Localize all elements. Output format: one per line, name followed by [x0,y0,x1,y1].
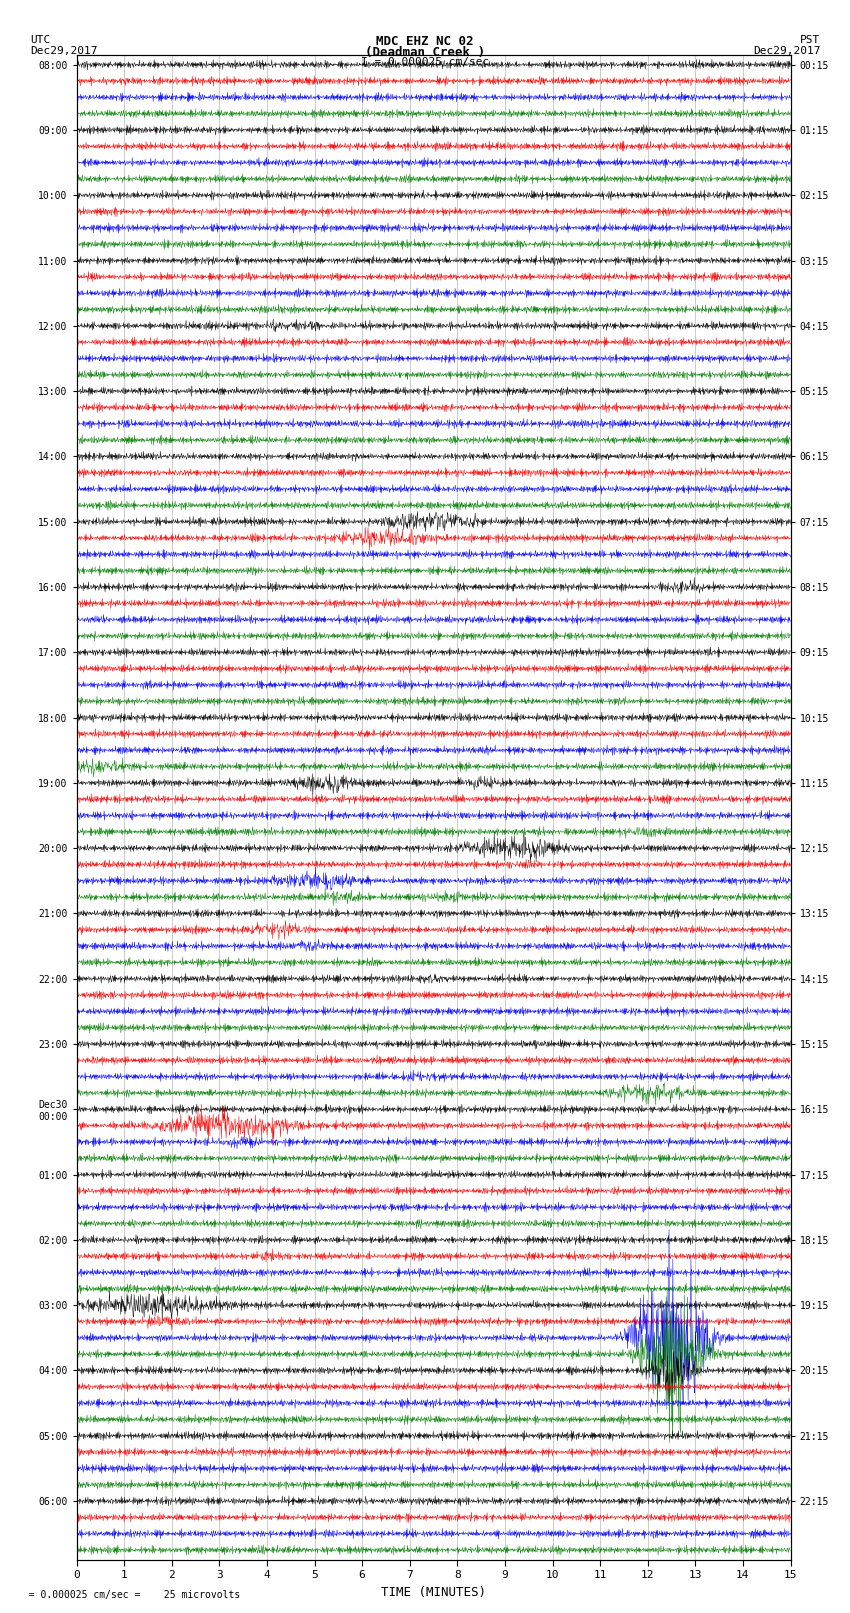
X-axis label: TIME (MINUTES): TIME (MINUTES) [381,1586,486,1598]
Text: UTC
Dec29,2017: UTC Dec29,2017 [30,35,97,56]
Text: (Deadman Creek ): (Deadman Creek ) [365,45,485,60]
Text: = 0.000025 cm/sec =    25 microvolts: = 0.000025 cm/sec = 25 microvolts [17,1590,241,1600]
Text: PST
Dec29,2017: PST Dec29,2017 [753,35,820,56]
Text: I = 0.000025 cm/sec: I = 0.000025 cm/sec [361,58,489,68]
Text: MDC EHZ NC 02: MDC EHZ NC 02 [377,35,473,48]
